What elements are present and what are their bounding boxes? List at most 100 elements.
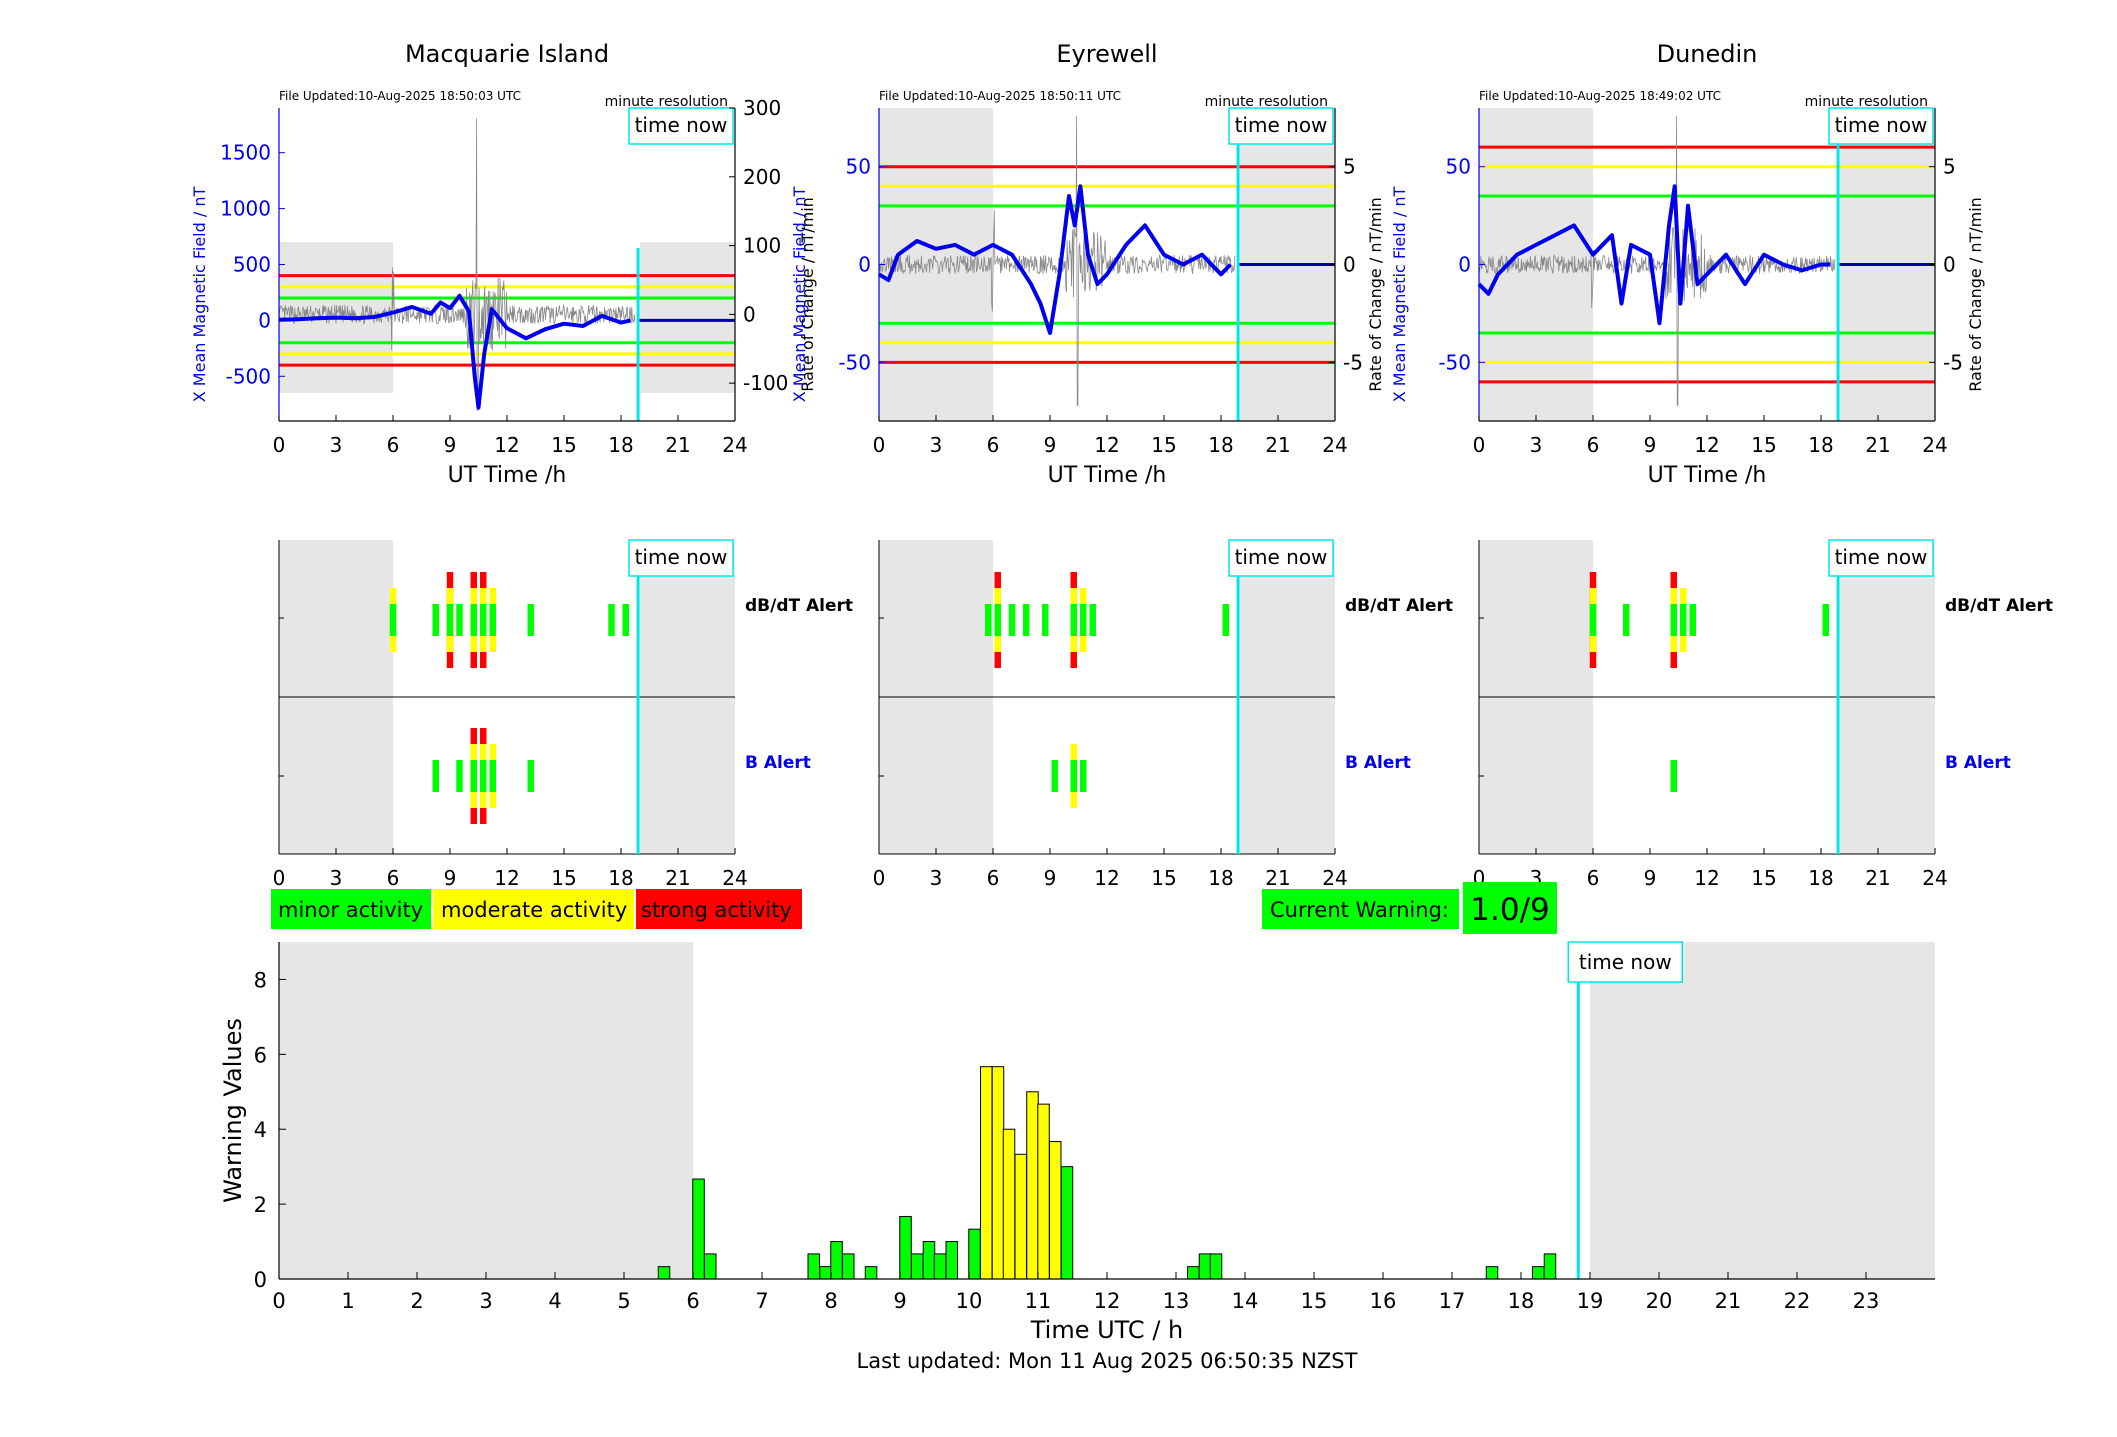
station-alert-plots: dB/dT Alert B Alert time now 0 3 6 9 12 15 18 21 24… [273, 539, 2053, 890]
right-tick-label: -5 [1343, 350, 1363, 374]
alert-panel-1: dB/dT Alert B Alert time now 0 3 6 9 12 15 18 21 24 [873, 539, 1453, 890]
resolution-label: minute resolution [605, 94, 728, 110]
right-axis-label: Rate of Change / nT/min [798, 197, 817, 392]
x-tick-label: 13 [1163, 1289, 1190, 1313]
current-warning-value-box [1463, 882, 1557, 934]
alert-x-tick-label: 3 [930, 866, 943, 890]
x-tick-label: 6 [1587, 433, 1600, 457]
right-tick-label: 5 [1943, 155, 1956, 179]
dbdt-alert-minor-mark [1222, 604, 1229, 636]
time-now-box [1228, 539, 1334, 577]
warning-bar [841, 1253, 855, 1280]
x-tick-label: 0 [272, 1289, 285, 1313]
right-tick-label: 5 [1343, 155, 1356, 179]
alert-x-tick-label: 24 [1322, 866, 1347, 890]
y-tick-label: 0 [254, 1268, 267, 1292]
b-alert-minor-mark [489, 760, 496, 792]
y-tick-label: 8 [254, 968, 267, 992]
b-alert-label: B Alert [1345, 753, 1411, 773]
right-axis-label: Rate of Change / nT/min [1366, 197, 1385, 392]
station-panel-1: Eyrewell File Updated:10-Aug-2025 18:50:1… [790, 40, 1385, 488]
x-tick-label: 10 [956, 1289, 983, 1313]
x-tick-label: 19 [1577, 1289, 1604, 1313]
activity-legend: minor activity moderate activity strong … [271, 889, 802, 929]
right-tick-label: 0 [1343, 253, 1356, 277]
x-tick-label: 2 [410, 1289, 423, 1313]
left-tick-label: 0 [258, 308, 271, 332]
dbdt-alert-minor-mark [470, 604, 477, 636]
legend-moderate-swatch [433, 889, 634, 929]
legend-minor-label: minor activity [278, 898, 423, 922]
current-warning-label: Current Warning: [1270, 898, 1449, 922]
alert-x-tick-label: 12 [494, 866, 519, 890]
warning-bar [819, 1266, 832, 1280]
x-tick-label: 17 [1439, 1289, 1466, 1313]
dbdt-alert-minor-mark [994, 604, 1001, 636]
x-tick-label: 6 [387, 433, 400, 457]
left-tick-label: 0 [1458, 253, 1471, 277]
warning-bar [1037, 1103, 1050, 1280]
station-field-plots: Macquarie Island File Updated:10-Aug-2025… [190, 40, 1985, 488]
x-tick-label: 11 [1025, 1289, 1052, 1313]
x-axis-label: Time UTC / h [1030, 1316, 1184, 1344]
y-axis-label: Warning Values [219, 1018, 247, 1203]
left-tick-label: -50 [838, 350, 871, 374]
x-tick-label: 20 [1646, 1289, 1673, 1313]
x-tick-label: 14 [1232, 1289, 1259, 1313]
x-tick-label: 24 [1922, 433, 1947, 457]
station-title: Dunedin [1657, 40, 1758, 68]
warning-bar [1209, 1253, 1223, 1280]
left-tick-label: 1500 [220, 141, 271, 165]
left-tick-label: 1000 [220, 197, 271, 221]
right-tick-label: -100 [743, 371, 788, 395]
time-now-box [1228, 107, 1334, 145]
left-tick-label: 0 [858, 253, 871, 277]
time-now-box [1828, 107, 1934, 145]
warning-bar [991, 1066, 1005, 1280]
shaded-region [279, 942, 693, 1279]
y-tick-label: 4 [254, 1118, 267, 1142]
x-tick-label: 15 [551, 433, 576, 457]
dbdt-alert-minor-mark [1670, 604, 1677, 636]
x-tick-label: 3 [1530, 433, 1543, 457]
x-tick-label: 15 [1151, 433, 1176, 457]
time-now-label: time now [1235, 113, 1328, 137]
dbdt-alert-minor-mark [1023, 604, 1030, 636]
dbdt-alert-minor-mark [1089, 604, 1096, 636]
x-tick-label: 3 [930, 433, 943, 457]
warning-bar [1014, 1153, 1028, 1280]
shaded-region [640, 242, 735, 393]
alert-x-tick-label: 0 [873, 866, 886, 890]
dbdt-alert-minor-mark [985, 604, 992, 636]
dbdt-alert-minor-mark [446, 604, 454, 636]
x-tick-label: 3 [330, 433, 343, 457]
x-tick-label: 8 [824, 1289, 837, 1313]
x-axis-label: UT Time /h [1648, 463, 1767, 488]
current-warning-value: 1.0/9 [1470, 892, 1549, 928]
dbdt-alert-minor-mark [1042, 604, 1049, 636]
mean-field-trace [278, 293, 631, 410]
warning-bar [1186, 1266, 1200, 1280]
station-title: Eyrewell [1056, 40, 1157, 68]
alert-x-tick-label: 9 [1644, 866, 1657, 890]
x-tick-label: 21 [665, 433, 690, 457]
station-panel-2: Dunedin File Updated:10-Aug-2025 18:49:02… [1390, 40, 1985, 488]
right-axis-label: Rate of Change / nT/min [1966, 197, 1985, 392]
file-updated: File Updated:10-Aug-2025 18:50:03 UTC [279, 89, 521, 103]
warning-bar [830, 1241, 843, 1280]
x-tick-label: 0 [1473, 433, 1486, 457]
station-title: Macquarie Island [405, 40, 609, 68]
alert-x-tick-label: 6 [387, 866, 400, 890]
dbdt-alert-minor-mark [608, 604, 615, 636]
x-tick-label: 1 [341, 1289, 354, 1313]
b-alert-minor-mark [432, 760, 439, 792]
b-alert-minor-mark [1070, 760, 1077, 792]
alert-x-tick-label: 24 [722, 866, 747, 890]
time-now-box [1567, 941, 1684, 983]
dbdt-alert-minor-mark [489, 604, 496, 636]
time-now-label: time now [1835, 113, 1928, 137]
left-axis-label: X Mean Magnetic Field / nT [190, 187, 209, 403]
dbdt-alert-label: dB/dT Alert [1345, 596, 1453, 616]
